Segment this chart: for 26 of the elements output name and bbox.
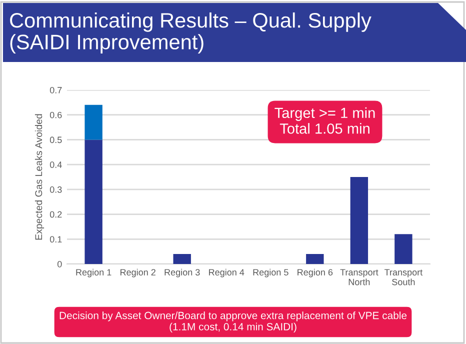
bar xyxy=(306,254,324,264)
x-tick-label: Region 1 xyxy=(76,268,112,278)
y-tick-label: 0.3 xyxy=(50,186,62,193)
bar xyxy=(173,254,191,264)
x-tick-label: Region 3 xyxy=(164,268,200,278)
x-tick-label: Transport North xyxy=(340,269,378,286)
bar xyxy=(394,234,412,264)
bar xyxy=(84,140,102,264)
y-tick-label: 0.2 xyxy=(50,211,62,218)
y-axis-title: Expected Gas Leaks Avoided xyxy=(34,114,44,240)
bar xyxy=(84,104,102,140)
x-tick-label: Region 2 xyxy=(120,268,156,278)
y-tick-label: 0.4 xyxy=(50,162,62,168)
annotation: Target >= 1 min Total 1.05 min xyxy=(274,107,375,134)
chart-title: Communicating Results – Qual. Supply (SAIDI Improvement) xyxy=(10,12,372,54)
x-tick-label: Region 6 xyxy=(298,268,333,278)
x-tick-label: Region 5 xyxy=(253,268,288,278)
text: Decision by Asset Owner/Board to approve extra replacement of VPE cable (1.1M cost, 0.14 min SAIDI) xyxy=(60,312,407,332)
y-tick-label: 0.6 xyxy=(50,112,62,118)
x-tick-label: Region 4 xyxy=(209,268,244,278)
x-tick-label: Transport South xyxy=(384,269,423,286)
bar xyxy=(350,177,368,264)
y-tick-label: 0 xyxy=(57,260,62,268)
y-tick-label: 0.5 xyxy=(50,136,62,144)
y-tick-label: 0.7 xyxy=(50,86,62,94)
y-tick-label: 0.1 xyxy=(50,236,62,243)
